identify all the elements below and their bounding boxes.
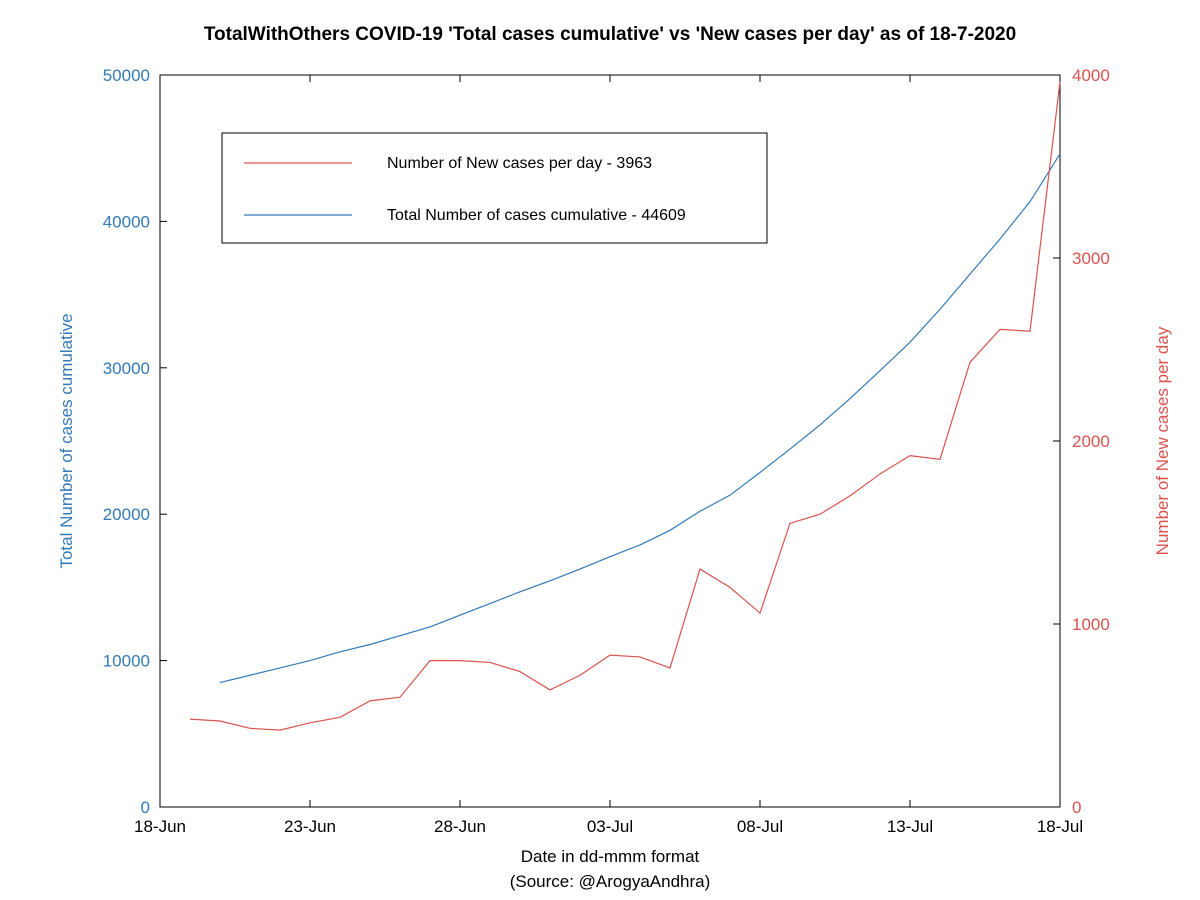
y-left-tick-label: 20000	[103, 505, 150, 524]
y-right-tick-label: 2000	[1072, 432, 1110, 451]
y-right-tick-label: 1000	[1072, 615, 1110, 634]
x-tick-label: 23-Jun	[284, 817, 336, 836]
chart-container: TotalWithOthers COVID-19 'Total cases cu…	[0, 0, 1200, 900]
legend-label: Total Number of cases cumulative - 44609	[387, 207, 686, 224]
legend-box	[222, 133, 767, 243]
chart-svg: TotalWithOthers COVID-19 'Total cases cu…	[0, 0, 1200, 900]
y-right-label: Number of New cases per day	[1153, 326, 1172, 555]
y-left-tick-label: 40000	[103, 212, 150, 231]
x-tick-label: 08-Jul	[737, 817, 783, 836]
y-right-tick-label: 0	[1072, 798, 1081, 817]
y-right-tick-label: 3000	[1072, 249, 1110, 268]
y-left-label: Total Number of cases cumulative	[57, 313, 76, 568]
y-left-tick-label: 10000	[103, 652, 150, 671]
y-right-tick-label: 4000	[1072, 66, 1110, 85]
y-left-tick-label: 50000	[103, 66, 150, 85]
x-tick-label: 18-Jul	[1037, 817, 1083, 836]
chart-title: TotalWithOthers COVID-19 'Total cases cu…	[204, 24, 1016, 45]
x-tick-label: 28-Jun	[434, 817, 486, 836]
x-tick-label: 03-Jul	[587, 817, 633, 836]
y-left-tick-label: 0	[141, 798, 150, 817]
legend-label: Number of New cases per day - 3963	[387, 155, 652, 172]
x-axis-label: Date in dd-mmm format	[521, 847, 700, 866]
y-left-tick-label: 30000	[103, 359, 150, 378]
x-tick-label: 18-Jun	[134, 817, 186, 836]
x-tick-label: 13-Jul	[887, 817, 933, 836]
x-axis-sublabel: (Source: @ArogyaAndhra)	[510, 872, 711, 891]
